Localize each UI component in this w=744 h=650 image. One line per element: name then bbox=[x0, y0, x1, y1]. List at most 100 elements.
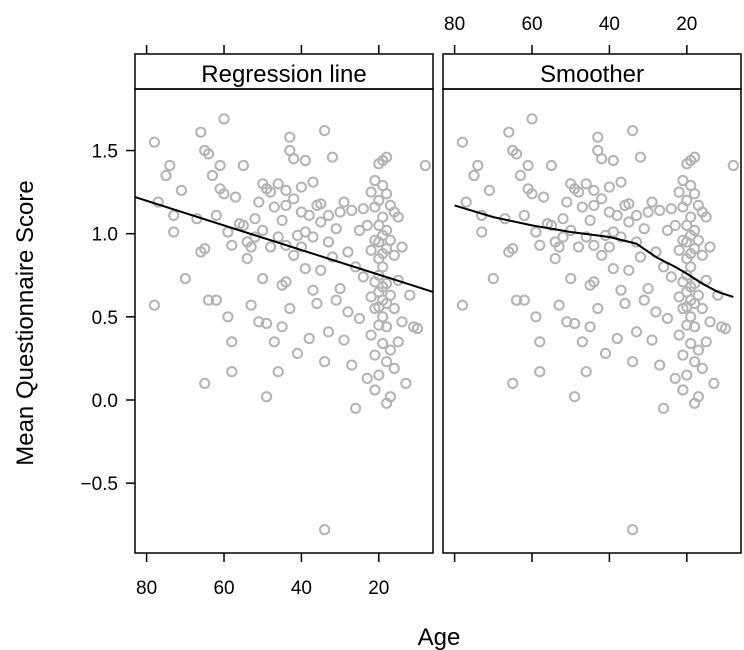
data-point bbox=[206, 169, 218, 182]
data-point bbox=[692, 289, 705, 301]
data-point bbox=[237, 159, 249, 172]
data-point bbox=[592, 131, 604, 143]
data-point bbox=[392, 336, 404, 348]
data-point bbox=[592, 302, 604, 315]
data-point bbox=[384, 234, 396, 246]
data-point bbox=[692, 234, 705, 246]
data-point bbox=[476, 226, 488, 238]
data-point bbox=[611, 209, 623, 221]
data-point bbox=[576, 201, 588, 213]
data-point bbox=[692, 391, 705, 403]
data-point bbox=[276, 214, 288, 226]
data-point bbox=[642, 283, 654, 295]
data-point bbox=[607, 226, 619, 238]
x-axis-label: Age bbox=[418, 624, 461, 650]
data-point bbox=[623, 216, 635, 228]
data-point bbox=[315, 216, 327, 228]
data-point bbox=[384, 391, 396, 403]
data-point bbox=[365, 291, 377, 303]
data-point bbox=[388, 302, 400, 315]
data-point bbox=[704, 241, 716, 253]
data-point bbox=[381, 151, 393, 163]
data-point bbox=[257, 273, 269, 285]
data-point bbox=[315, 264, 327, 276]
data-point bbox=[487, 273, 499, 285]
data-point bbox=[654, 359, 666, 371]
smoother-panel: Smoother bbox=[442, 53, 742, 554]
data-point bbox=[615, 284, 627, 296]
data-point bbox=[419, 159, 431, 172]
data-point bbox=[350, 261, 362, 273]
data-point bbox=[195, 126, 207, 138]
data-point bbox=[538, 191, 550, 203]
data-point bbox=[685, 337, 697, 350]
x-tick-label-top: 40 bbox=[599, 14, 620, 35]
y-tick-label: −0.5 bbox=[80, 474, 118, 495]
data-point bbox=[272, 178, 284, 190]
data-point bbox=[377, 337, 389, 350]
data-point bbox=[642, 206, 654, 218]
data-point bbox=[661, 312, 674, 325]
data-point bbox=[280, 276, 292, 288]
data-point bbox=[565, 224, 577, 236]
data-point bbox=[268, 201, 280, 213]
data-point bbox=[338, 196, 350, 208]
data-point bbox=[569, 391, 581, 403]
data-point bbox=[381, 188, 393, 200]
data-point bbox=[615, 231, 627, 243]
data-point bbox=[210, 294, 222, 306]
data-point bbox=[696, 302, 708, 315]
data-point bbox=[342, 246, 354, 258]
data-point bbox=[303, 209, 315, 221]
data-point bbox=[168, 226, 180, 238]
data-point bbox=[319, 356, 331, 368]
data-point bbox=[700, 211, 712, 223]
data-point bbox=[603, 241, 616, 253]
data-point bbox=[202, 294, 215, 306]
data-point bbox=[350, 402, 362, 414]
data-point bbox=[288, 193, 300, 205]
strip-box bbox=[442, 53, 742, 90]
data-point bbox=[222, 226, 234, 238]
data-point bbox=[704, 316, 716, 328]
data-point bbox=[249, 213, 261, 225]
smoother-line bbox=[454, 204, 734, 298]
data-point bbox=[630, 326, 643, 338]
data-point bbox=[245, 299, 257, 311]
data-point bbox=[534, 366, 546, 378]
data-point bbox=[588, 184, 600, 196]
data-point bbox=[346, 359, 358, 371]
data-point bbox=[456, 299, 468, 311]
data-point bbox=[199, 243, 211, 255]
data-points bbox=[456, 113, 739, 536]
data-point bbox=[689, 224, 701, 236]
data-point bbox=[588, 199, 600, 211]
data-point bbox=[276, 321, 288, 333]
data-point bbox=[148, 136, 160, 148]
data-point bbox=[388, 362, 400, 374]
data-point bbox=[727, 159, 739, 172]
data-point bbox=[588, 239, 600, 251]
data-point bbox=[226, 239, 238, 251]
data-point bbox=[596, 153, 608, 165]
data-point bbox=[261, 317, 273, 330]
data-point bbox=[388, 249, 400, 261]
data-point bbox=[646, 196, 658, 208]
data-point bbox=[202, 148, 215, 160]
data-point bbox=[384, 344, 396, 356]
data-point bbox=[369, 174, 381, 187]
data-point bbox=[226, 336, 238, 348]
data-point bbox=[607, 263, 619, 275]
data-point bbox=[545, 219, 558, 231]
data-point bbox=[669, 372, 681, 384]
data-point bbox=[280, 199, 292, 211]
data-point bbox=[365, 244, 377, 256]
data-point bbox=[692, 344, 705, 356]
data-point bbox=[685, 311, 697, 323]
data-point bbox=[322, 236, 335, 248]
data-point bbox=[299, 263, 311, 275]
data-point bbox=[596, 193, 608, 205]
data-point bbox=[218, 113, 230, 125]
data-point bbox=[264, 186, 277, 198]
y-tick-label: 1.0 bbox=[92, 225, 118, 246]
